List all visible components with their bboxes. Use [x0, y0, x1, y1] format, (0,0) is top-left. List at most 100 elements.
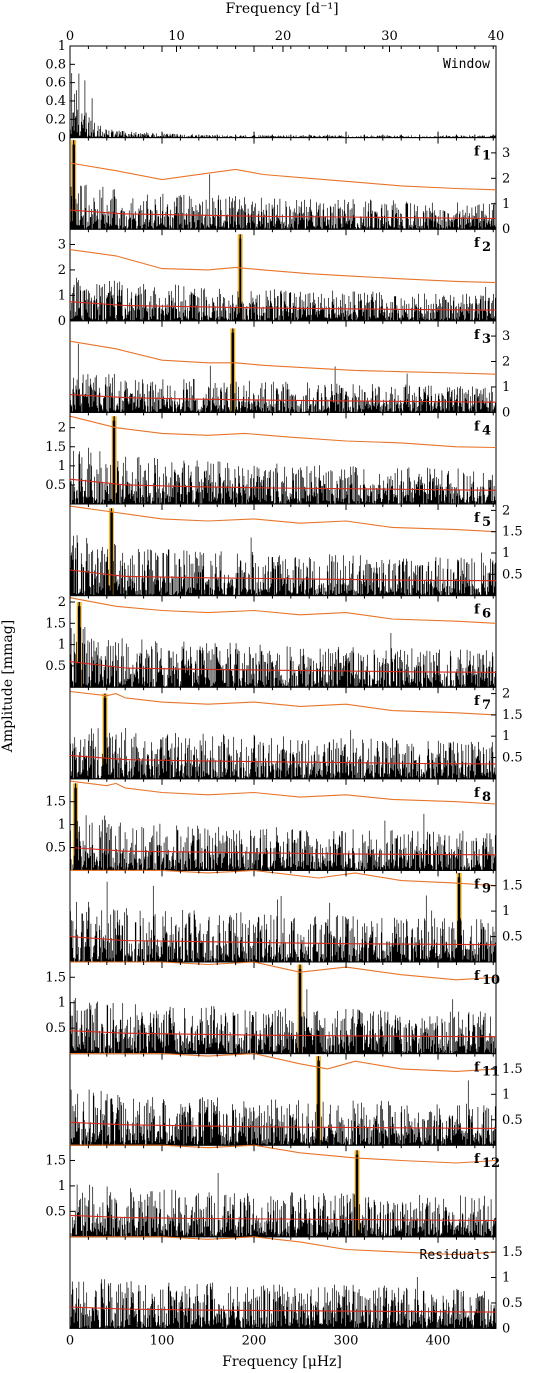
y-tick-label: 1	[502, 546, 510, 561]
panel-label: f	[474, 877, 481, 892]
panel-label-subscript: 8	[482, 790, 491, 805]
amplitude-spectrum	[70, 697, 497, 779]
bottom-tick-label: 0	[66, 1333, 74, 1348]
panel-label-subscript: 3	[482, 332, 491, 347]
y-tick-label: 1	[502, 729, 510, 744]
panel-frame	[69, 228, 497, 322]
significance-curve	[69, 690, 497, 716]
top-tick-label: 0	[66, 29, 74, 44]
y-tick-label: 1	[58, 39, 66, 54]
top-tick-label: 10	[168, 29, 185, 44]
y-tick-label: 1	[502, 380, 510, 395]
panel-label: Window	[443, 57, 490, 72]
panel-label: f	[474, 603, 481, 618]
y-tick-label: 0.8	[45, 57, 66, 72]
amplitude-spectrum	[70, 512, 497, 596]
panel-label: Residuals	[420, 1248, 490, 1263]
bottom-tick-label: 200	[242, 1333, 267, 1348]
noise-curve	[69, 754, 497, 765]
panel-1: 0 0.2 0.4 0.6 0.8 1 Window	[45, 39, 497, 146]
significance-curve	[70, 1053, 497, 1072]
panel-label-subscript: 10	[482, 973, 500, 988]
panel-label-subscript: 5	[482, 515, 491, 530]
y-tick-label: 0.5	[502, 1113, 523, 1128]
amplitude-spectrum	[70, 787, 497, 871]
y-tick-label: 2	[502, 503, 510, 518]
y-tick-label: 1.5	[45, 440, 66, 455]
amplitude-spectrum	[70, 1277, 497, 1329]
y-tick-label: 1.5	[502, 708, 523, 723]
noise-curve	[69, 846, 497, 856]
panel-label: f	[474, 236, 481, 251]
significance-curve	[70, 1144, 497, 1164]
y-tick-label: 0	[502, 405, 510, 420]
y-tick-label: 2	[58, 421, 66, 436]
y-tick-label: 2	[58, 595, 66, 610]
panel-9: 0.5 1 1.5 f 8	[45, 778, 497, 871]
significance-curve	[69, 505, 497, 533]
panel-label: f	[474, 1061, 481, 1076]
significance-curve	[69, 415, 497, 449]
panel-14: 0 0.5 1 1.5 Residuals	[69, 1236, 523, 1336]
y-tick-label: 0.5	[45, 841, 66, 856]
y-tick-label: 1.5	[502, 879, 523, 894]
top-tick-label: 30	[381, 29, 398, 44]
panel-label-subscript: 1	[482, 149, 491, 164]
noise-curve	[69, 1030, 497, 1038]
significance-curve	[70, 961, 497, 981]
y-tick-label: 0.5	[502, 567, 523, 582]
panel-frame	[69, 595, 497, 688]
panel-label-subscript: 11	[482, 1065, 500, 1080]
y-tick-label: 0.5	[502, 1296, 523, 1311]
significance-curve	[69, 597, 497, 624]
amplitude-spectrum	[70, 969, 497, 1054]
bottom-tick-label: 300	[334, 1333, 359, 1348]
y-tick-label: 0.5	[502, 930, 523, 945]
panel-label: f	[474, 1152, 481, 1167]
noise-curve	[69, 1121, 497, 1129]
y-tick-label: 0.5	[45, 1021, 66, 1036]
y-tick-label: 1.5	[45, 616, 66, 631]
panel-10: 0.5 1 1.5 f 9	[69, 869, 523, 963]
bottom-tick-label: 100	[150, 1333, 175, 1348]
panel-label-subscript: 12	[482, 1156, 500, 1171]
significance-curve	[69, 780, 497, 805]
panel-8: 0.5 1 1.5 2 f 7	[69, 687, 523, 780]
amplitude-spectrum	[70, 420, 497, 504]
noise-curve	[69, 936, 497, 946]
panel-label: f	[474, 328, 481, 343]
y-tick-label: 3	[502, 329, 510, 344]
panel-13: 0.5 1 1.5 f 12	[45, 1144, 500, 1238]
y-tick-label: 1.5	[502, 1245, 523, 1260]
y-tick-label: 1.5	[45, 795, 66, 810]
y-tick-label: 3	[502, 146, 510, 161]
y-tick-label: 1	[502, 1087, 510, 1102]
y-tick-label: 0.2	[45, 112, 66, 127]
y-tick-label: 0	[502, 222, 510, 237]
significance-curve	[70, 1236, 497, 1256]
panel-6: 0.5 1 1.5 2 f 5	[69, 503, 523, 597]
panel-label-subscript: 4	[482, 423, 491, 438]
panel-7: 0.5 1 1.5 2 f 6	[45, 595, 497, 688]
y-tick-label: 1	[58, 638, 66, 653]
panel-label-subscript: 2	[482, 240, 491, 255]
amplitude-spectrum	[70, 1060, 497, 1146]
y-tick-label: 0.6	[45, 76, 66, 91]
y-tick-label: 1	[502, 1271, 510, 1286]
y-tick-label: 1.5	[502, 525, 523, 540]
significance-curve	[69, 162, 497, 191]
panel-label: f	[474, 694, 481, 709]
significance-curve	[69, 249, 497, 284]
noise-curve	[69, 209, 497, 220]
y-axis-title: Amplitude [mmag]	[0, 620, 16, 753]
bottom-tick-label: 400	[426, 1333, 451, 1348]
y-tick-label: 0.5	[45, 478, 66, 493]
y-tick-label: 0	[58, 131, 66, 146]
panel-12: 0.5 1 1.5 f 11	[69, 1053, 523, 1146]
y-tick-label: 1	[58, 1179, 66, 1194]
